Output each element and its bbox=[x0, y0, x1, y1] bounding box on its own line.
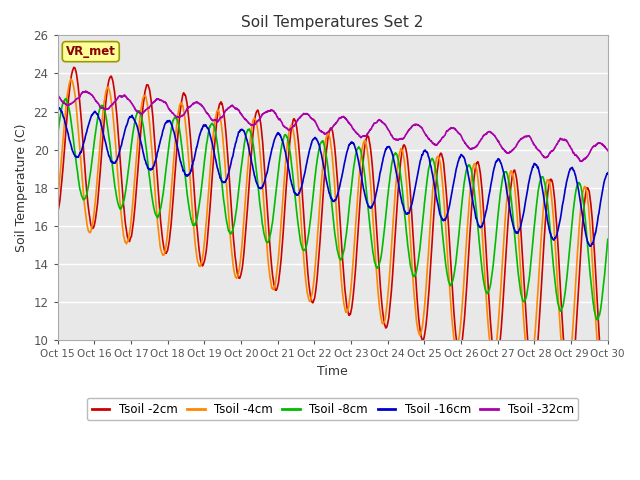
Tsoil -2cm bbox=[70, 64, 78, 70]
Tsoil -16cm bbox=[587, 243, 595, 249]
Tsoil -16cm bbox=[88, 112, 96, 118]
Tsoil -2cm bbox=[225, 167, 232, 172]
Tsoil -32cm bbox=[119, 94, 127, 99]
Title: Soil Temperatures Set 2: Soil Temperatures Set 2 bbox=[241, 15, 424, 30]
Tsoil -2cm bbox=[119, 197, 127, 203]
Tsoil -4cm bbox=[599, 389, 607, 395]
Tsoil -4cm bbox=[120, 234, 128, 240]
Tsoil -4cm bbox=[54, 197, 61, 203]
Tsoil -2cm bbox=[434, 164, 442, 170]
Tsoil -16cm bbox=[54, 105, 61, 111]
Tsoil -8cm bbox=[119, 200, 127, 206]
Tsoil -16cm bbox=[479, 222, 486, 228]
Tsoil -32cm bbox=[434, 141, 442, 146]
Tsoil -4cm bbox=[88, 221, 96, 227]
Tsoil -32cm bbox=[578, 158, 586, 164]
Tsoil -4cm bbox=[119, 229, 127, 235]
Tsoil -8cm bbox=[120, 197, 128, 203]
Tsoil -4cm bbox=[225, 213, 232, 219]
Y-axis label: Soil Temperature (C): Soil Temperature (C) bbox=[15, 123, 28, 252]
Text: VR_met: VR_met bbox=[66, 45, 116, 58]
Tsoil -8cm bbox=[54, 132, 61, 138]
Tsoil -32cm bbox=[82, 88, 90, 94]
Tsoil -16cm bbox=[120, 132, 127, 138]
Tsoil -32cm bbox=[120, 93, 128, 98]
X-axis label: Time: Time bbox=[317, 365, 348, 378]
Tsoil -8cm bbox=[593, 317, 601, 323]
Line: Tsoil -4cm: Tsoil -4cm bbox=[58, 79, 608, 392]
Tsoil -32cm bbox=[479, 134, 486, 140]
Tsoil -16cm bbox=[225, 170, 232, 176]
Tsoil -16cm bbox=[119, 136, 127, 142]
Tsoil -2cm bbox=[479, 194, 486, 200]
Tsoil -32cm bbox=[225, 105, 232, 111]
Tsoil -16cm bbox=[434, 200, 442, 206]
Tsoil -8cm bbox=[434, 183, 442, 189]
Tsoil -8cm bbox=[61, 96, 69, 102]
Tsoil -4cm bbox=[479, 236, 486, 242]
Tsoil -4cm bbox=[434, 154, 442, 159]
Tsoil -8cm bbox=[88, 155, 96, 160]
Tsoil -2cm bbox=[54, 210, 61, 216]
Tsoil -2cm bbox=[120, 205, 128, 211]
Tsoil -8cm bbox=[604, 236, 612, 242]
Line: Tsoil -2cm: Tsoil -2cm bbox=[58, 67, 608, 402]
Line: Tsoil -8cm: Tsoil -8cm bbox=[58, 99, 608, 320]
Line: Tsoil -32cm: Tsoil -32cm bbox=[58, 91, 608, 161]
Tsoil -8cm bbox=[479, 271, 486, 276]
Tsoil -16cm bbox=[604, 170, 612, 176]
Tsoil -32cm bbox=[604, 148, 612, 154]
Tsoil -2cm bbox=[602, 399, 610, 405]
Tsoil -32cm bbox=[54, 92, 61, 97]
Legend: Tsoil -2cm, Tsoil -4cm, Tsoil -8cm, Tsoil -16cm, Tsoil -32cm: Tsoil -2cm, Tsoil -4cm, Tsoil -8cm, Tsoi… bbox=[87, 398, 579, 420]
Tsoil -32cm bbox=[88, 93, 96, 98]
Tsoil -8cm bbox=[225, 228, 232, 234]
Line: Tsoil -16cm: Tsoil -16cm bbox=[58, 108, 608, 246]
Tsoil -4cm bbox=[604, 360, 612, 366]
Tsoil -4cm bbox=[67, 76, 75, 82]
Tsoil -2cm bbox=[88, 226, 96, 231]
Tsoil -2cm bbox=[604, 395, 612, 400]
